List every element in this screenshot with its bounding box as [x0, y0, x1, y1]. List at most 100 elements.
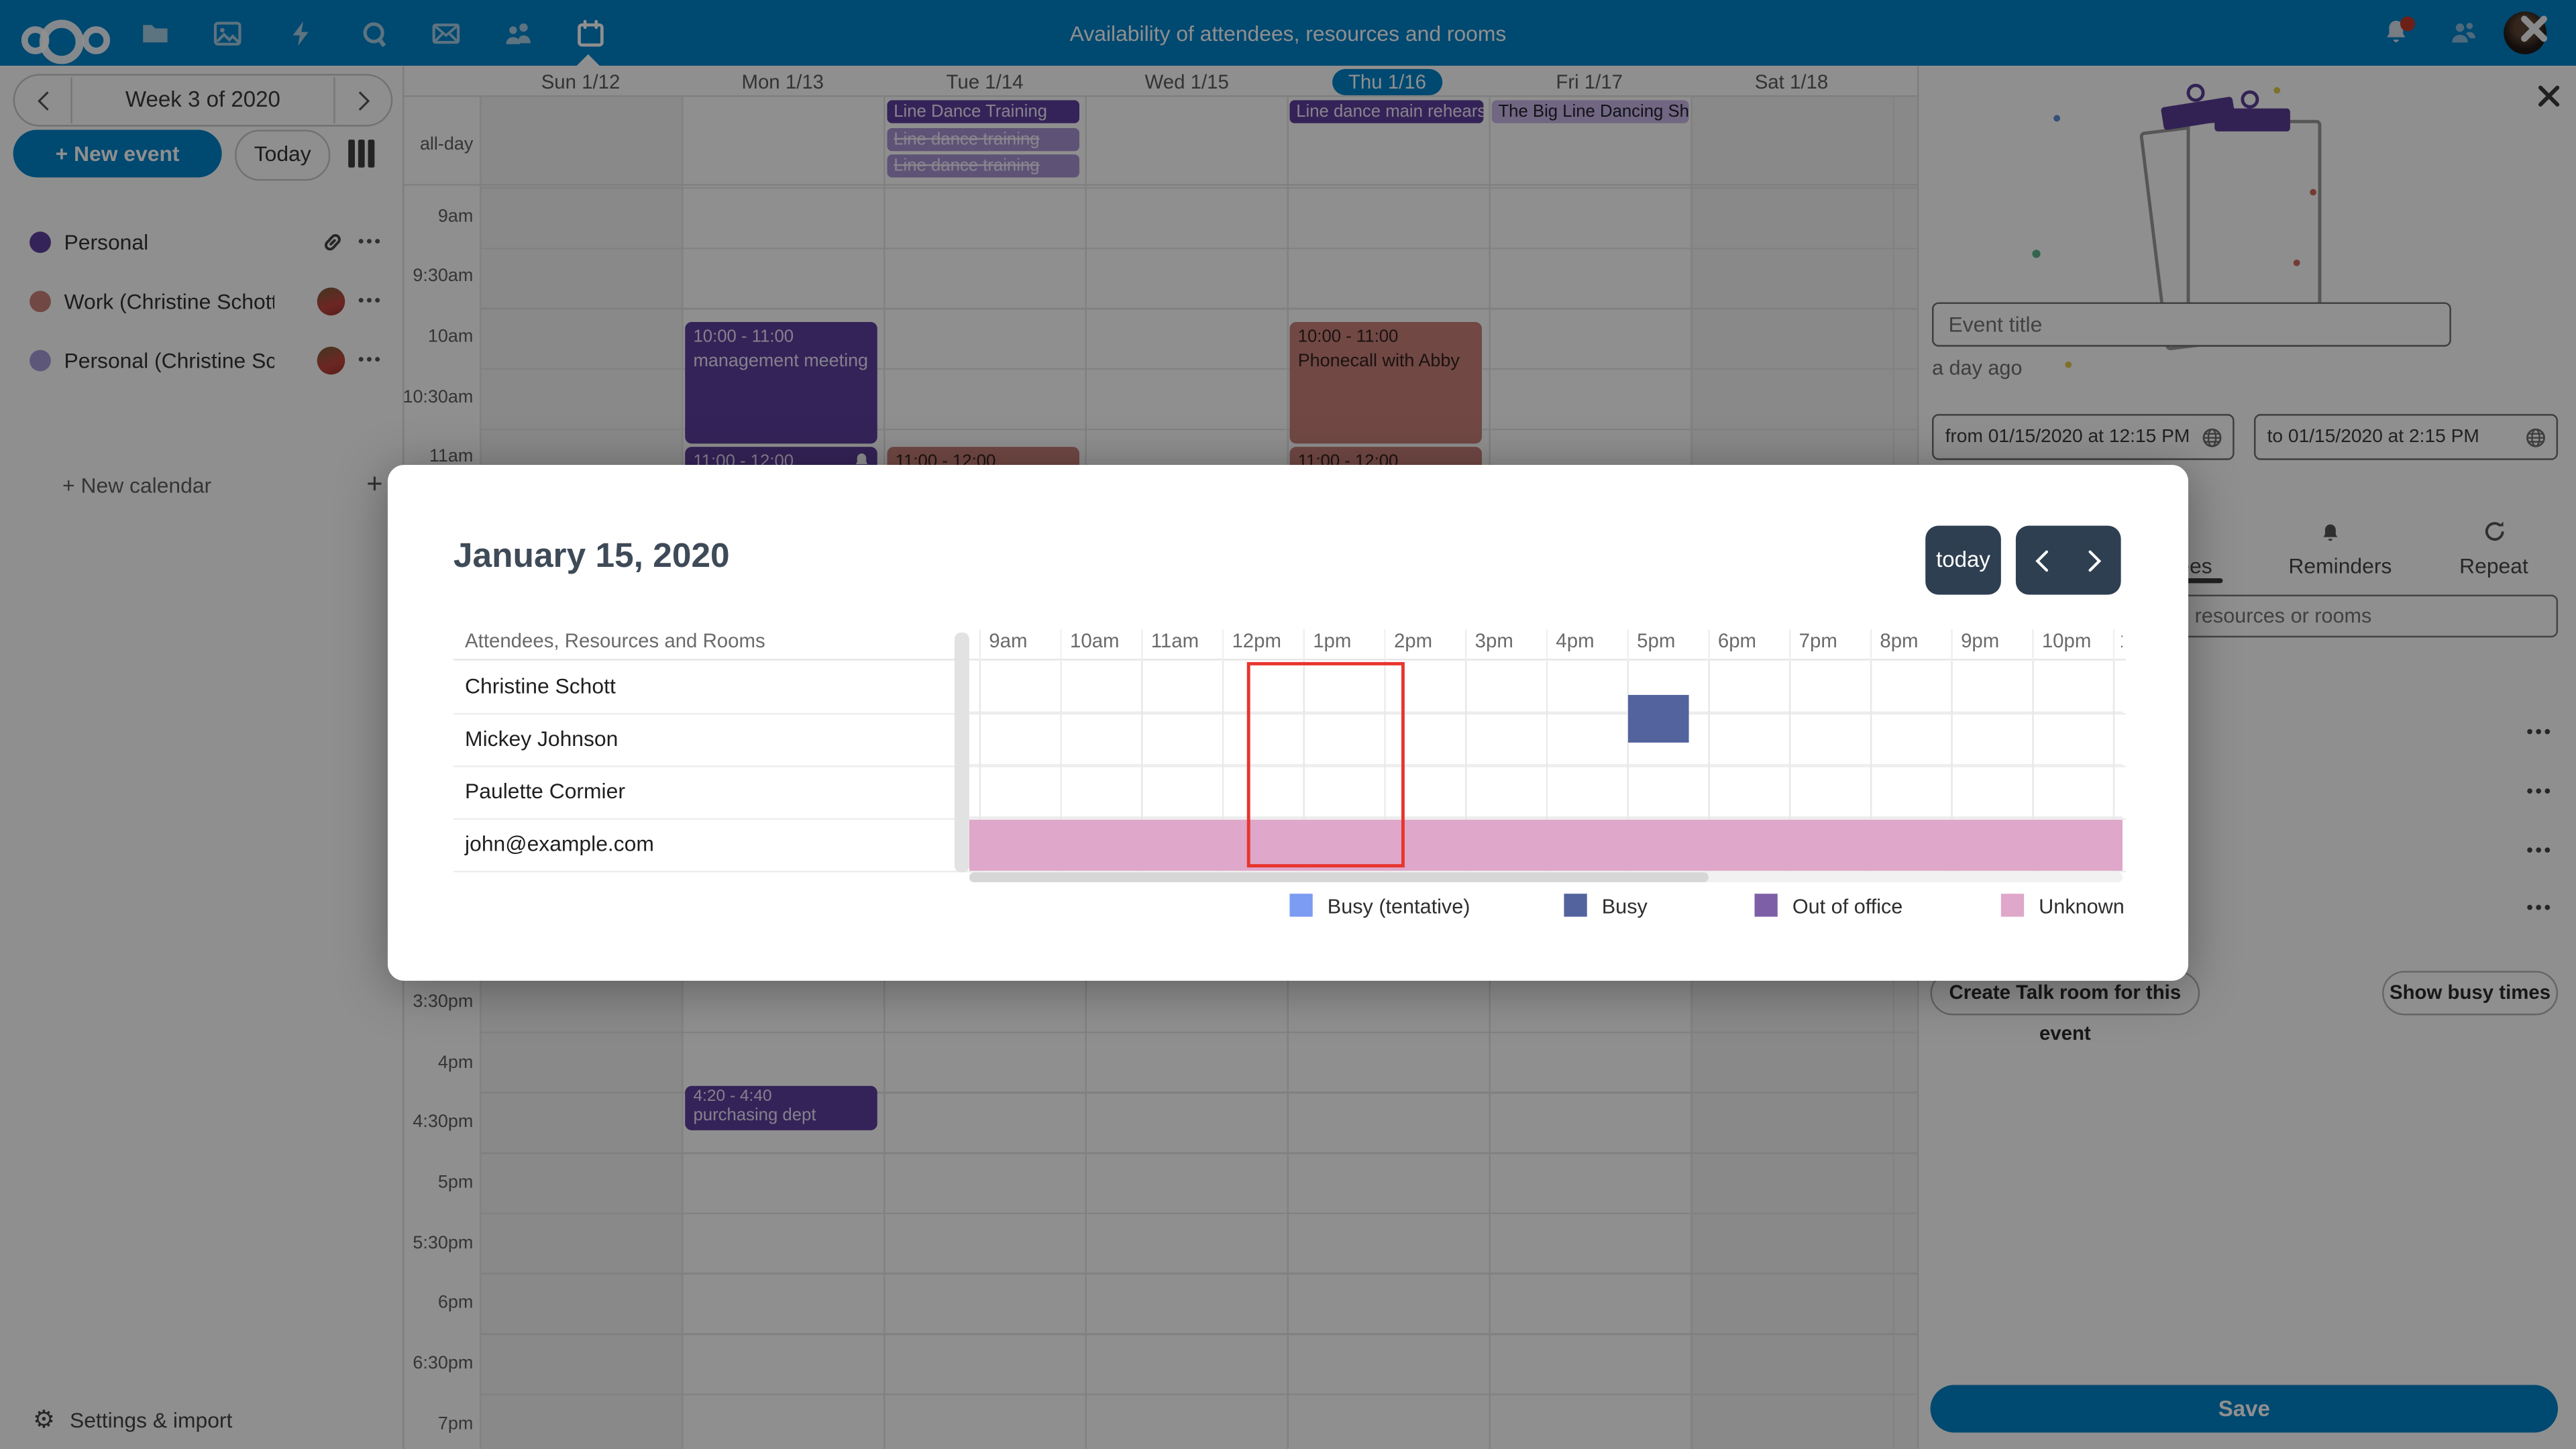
- settings-import-button[interactable]: ⚙ Settings & import: [33, 1405, 232, 1434]
- attendee-row-menu[interactable]: •••: [2526, 898, 2553, 918]
- previous-week-button[interactable]: [15, 89, 70, 111]
- plus-icon: +: [366, 468, 383, 500]
- end-datetime-field[interactable]: to 01/15/2020 at 2:15 PM: [2254, 414, 2559, 460]
- hour-label: 9am: [989, 629, 1028, 653]
- contacts-menu-icon[interactable]: [2449, 18, 2477, 46]
- calendar-list-item[interactable]: Personal (Christine Scho…) •••: [0, 330, 402, 389]
- top-bar: Availability of attendees, resources and…: [0, 0, 2576, 66]
- event-title: Phonecall with Abby: [1297, 352, 1460, 372]
- event-management-meeting[interactable]: 10:00 - 11:00 management meeting: [685, 322, 877, 444]
- modal-today-button[interactable]: today: [1925, 525, 2001, 595]
- new-calendar-button[interactable]: + New calendar +: [0, 458, 402, 511]
- modal-day-nav: [2015, 525, 2121, 595]
- names-timeline-divider[interactable]: [954, 632, 969, 873]
- hour-label: 3pm: [1474, 629, 1513, 653]
- active-app-caret: [576, 54, 600, 66]
- day-header[interactable]: Mon 1/13: [741, 70, 824, 94]
- activity-icon[interactable]: [288, 19, 316, 48]
- nextcloud-logo-icon[interactable]: [21, 19, 111, 64]
- legend-swatch-out-of-office: [1754, 894, 1778, 917]
- save-button[interactable]: Save: [1930, 1385, 2559, 1433]
- mail-icon[interactable]: [432, 19, 460, 48]
- calendar-actions-menu[interactable]: •••: [358, 350, 383, 369]
- share-link-icon[interactable]: [321, 229, 345, 254]
- hour-label: 5pm: [1637, 629, 1676, 653]
- hour-label: 4pm: [1556, 629, 1595, 653]
- week-view-toggle-icon[interactable]: [348, 140, 375, 168]
- tab-reminders[interactable]: Reminders: [2288, 553, 2392, 579]
- attendee-row-menu[interactable]: •••: [2526, 841, 2553, 861]
- event-time: 10:00 - 11:00: [1297, 327, 1399, 347]
- day-header[interactable]: Fri 1/17: [1556, 70, 1623, 94]
- gear-icon: ⚙: [32, 1406, 55, 1434]
- day-header[interactable]: Sat 1/18: [1754, 70, 1829, 94]
- timeline-scrollbar-thumb[interactable]: [969, 872, 1709, 883]
- day-header[interactable]: Wed 1/15: [1144, 70, 1229, 94]
- previous-day-button[interactable]: [2034, 548, 2050, 573]
- calendar-actions-menu[interactable]: •••: [358, 232, 383, 251]
- allday-event[interactable]: Line Dance Training: [887, 100, 1079, 123]
- hour-label: 10am: [1070, 629, 1120, 653]
- unknown-availability-block: [969, 820, 2123, 871]
- new-calendar-label: + New calendar: [62, 472, 212, 497]
- time-label: 6:30pm: [413, 1353, 474, 1374]
- week-switcher: Week 3 of 2020: [13, 74, 393, 127]
- day-header[interactable]: Tue 1/14: [946, 70, 1024, 94]
- next-week-button[interactable]: [335, 89, 391, 111]
- calendar-list-item[interactable]: Work (Christine Schott) •••: [0, 271, 402, 330]
- allday-event-declined[interactable]: Line dance training: [887, 128, 1079, 152]
- busy-block: [1627, 694, 1689, 743]
- hour-label: 10pm: [2041, 629, 2092, 653]
- tab-repeat[interactable]: Repeat: [2459, 553, 2528, 579]
- calendar-name: Work (Christine Schott): [64, 288, 274, 313]
- event-time: 10:00 - 11:00: [693, 327, 794, 347]
- legend-swatch-busy: [1564, 894, 1587, 917]
- photos-icon[interactable]: [213, 19, 241, 48]
- show-busy-times-button[interactable]: Show busy times: [2382, 971, 2559, 1016]
- time-label: 4:30pm: [413, 1112, 474, 1132]
- new-event-button[interactable]: + New event: [13, 129, 222, 178]
- hour-label: 9pm: [1961, 629, 2000, 653]
- hour-label: 7pm: [1799, 629, 1837, 653]
- header-divider: [402, 95, 1917, 97]
- day-header[interactable]: Sun 1/12: [541, 70, 621, 94]
- attendee-name: Christine Schott: [465, 674, 616, 698]
- attendee-row-menu[interactable]: •••: [2526, 722, 2553, 743]
- time-label: 10:30am: [402, 387, 474, 408]
- calendar-color-dot: [30, 349, 51, 371]
- selected-timeslot-outline[interactable]: [1246, 661, 1405, 868]
- time-label: 9:30am: [413, 266, 474, 286]
- allday-event[interactable]: The Big Line Dancing Show: [1491, 100, 1689, 123]
- time-label: 10am: [427, 327, 474, 347]
- week-label[interactable]: Week 3 of 2020: [70, 77, 335, 123]
- files-icon[interactable]: [142, 19, 170, 48]
- event-purchasing-dept[interactable]: 4:20 - 4:40 purchasing dept: [685, 1085, 877, 1130]
- allday-event[interactable]: Line dance main rehearsal: [1289, 100, 1484, 123]
- today-button[interactable]: Today: [235, 129, 331, 181]
- time-label: 6pm: [437, 1293, 474, 1313]
- availability-grid[interactable]: [969, 660, 2123, 873]
- calendar-list-item[interactable]: Personal •••: [0, 212, 402, 271]
- talk-icon[interactable]: [360, 19, 388, 48]
- contacts-icon[interactable]: [504, 19, 533, 48]
- event-time: 4:20 - 4:40: [693, 1087, 772, 1106]
- timezone-globe-icon[interactable]: [2202, 427, 2223, 449]
- calendar-name: Personal (Christine Scho…): [64, 347, 274, 372]
- availability-modal: January 15, 2020 today Attendees, Resour…: [387, 465, 2189, 981]
- allday-event-declined[interactable]: Line dance training: [887, 154, 1079, 178]
- hour-label: 12pm: [1232, 629, 1282, 653]
- calendar-actions-menu[interactable]: •••: [358, 291, 383, 310]
- allday-divider: [402, 184, 1917, 186]
- close-sidebar-icon[interactable]: [2536, 84, 2561, 109]
- start-datetime-field[interactable]: from 01/15/2020 at 12:15 PM: [1932, 414, 2235, 460]
- timezone-globe-icon[interactable]: [2525, 427, 2546, 449]
- next-day-button[interactable]: [2086, 548, 2102, 573]
- event-title-input[interactable]: Event title: [1932, 302, 2451, 347]
- day-header-active[interactable]: Thu 1/16: [1287, 68, 1489, 96]
- calendar-icon[interactable]: [577, 19, 605, 48]
- event-phonecall-with-abby[interactable]: 10:00 - 11:00 Phonecall with Abby: [1289, 322, 1482, 444]
- attendee-row-menu[interactable]: •••: [2526, 782, 2553, 802]
- left-sidebar: Week 3 of 2020 + New event Today Persona…: [0, 65, 405, 1449]
- legend-label: Busy (tentative): [1327, 895, 1470, 918]
